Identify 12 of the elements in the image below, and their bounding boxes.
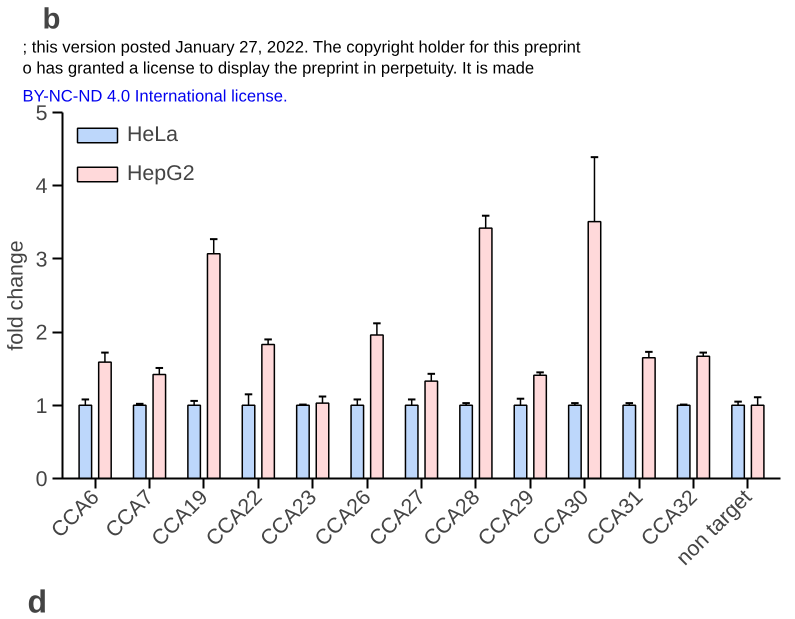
- y-axis-title: fold change: [4, 240, 28, 351]
- legend-label: HepG2: [127, 161, 195, 186]
- y-tick-label: 3: [36, 247, 48, 272]
- y-tick-label: 2: [36, 320, 48, 345]
- text: o has granted a license to display the preprint in perpetuity. It is made: [22, 58, 534, 78]
- y-tick-label: 1: [36, 394, 48, 418]
- text: d: [28, 584, 48, 619]
- y-tick-label: 0: [36, 467, 48, 491]
- text: b: [42, 2, 60, 36]
- text: ; this version posted January 27, 2022. The copyright holder for this preprint: [22, 38, 581, 56]
- legend-label: HeLa: [127, 122, 178, 147]
- y-tick-label: 4: [36, 174, 48, 198]
